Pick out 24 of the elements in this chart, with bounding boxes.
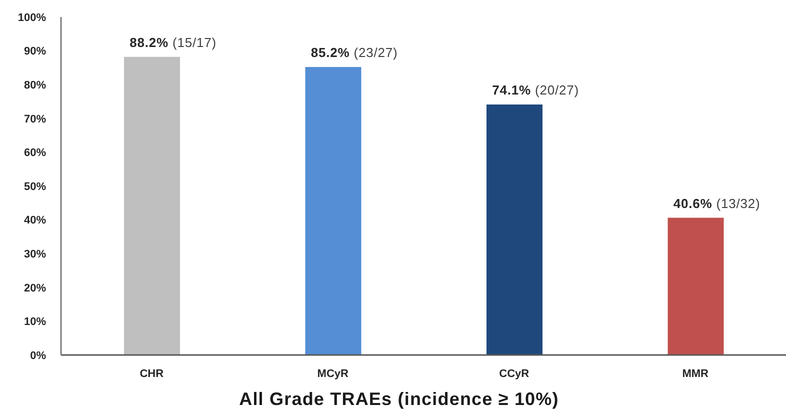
y-tick-label: 30%	[24, 248, 46, 261]
x-tick-label: CCyR	[499, 368, 530, 380]
data-label: 85.2% (23/27)	[310, 45, 398, 60]
y-tick-label: 10%	[24, 316, 46, 328]
y-tick-label: 100%	[18, 12, 46, 24]
y-tick-label: 0%	[30, 350, 46, 362]
data-label: 40.6% (13/32)	[673, 196, 760, 211]
bar	[668, 218, 724, 355]
y-tick-label: 90%	[24, 46, 46, 58]
x-axis-title: All Grade TRAEs (incidence ≥ 10%)	[238, 389, 560, 410]
y-tick-label: 50%	[24, 180, 46, 193]
x-tick-label: MMR	[682, 368, 709, 380]
x-tick-label: CHR	[140, 368, 164, 380]
bar	[305, 67, 362, 355]
x-tick-label: MCyR	[317, 368, 349, 380]
data-label: 74.1% (20/27)	[492, 82, 579, 98]
bar	[486, 104, 542, 355]
y-tick-label: 70%	[24, 113, 46, 126]
bar	[124, 56, 180, 355]
y-tick-label: 60%	[24, 147, 46, 160]
data-label: 88.2% (15/17)	[130, 34, 216, 50]
y-tick-label: 20%	[24, 282, 46, 294]
y-tick-label: 80%	[24, 80, 46, 92]
y-tick-label: 40%	[24, 214, 46, 227]
